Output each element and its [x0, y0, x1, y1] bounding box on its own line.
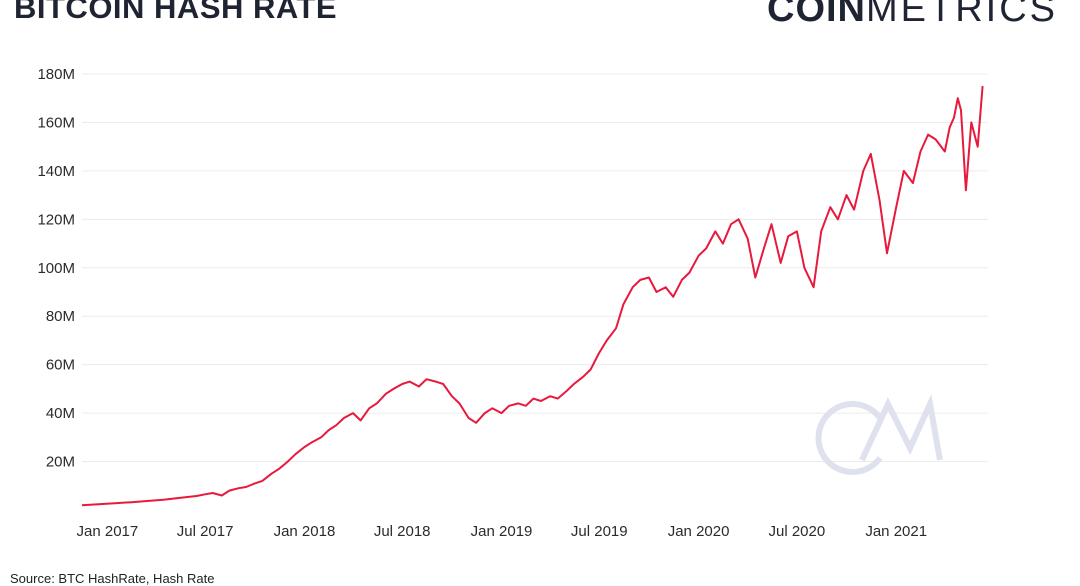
y-tick-label: 20M: [46, 454, 75, 471]
x-tick-label: Jan 2021: [865, 523, 927, 540]
x-tick-label: Jul 2020: [769, 523, 826, 540]
y-axis-labels: 20M 40M 60M 80M 100M 120M 140M 160M 180M: [37, 66, 75, 471]
x-tick-label: Jul 2018: [374, 523, 431, 540]
x-tick-label: Jan 2020: [668, 523, 730, 540]
cm-watermark-icon: [815, 393, 943, 475]
y-tick-label: 100M: [37, 260, 75, 277]
brand-logo-light: METRICS: [866, 0, 1058, 30]
y-tick-label: 140M: [37, 163, 75, 180]
x-tick-label: Jan 2018: [274, 523, 336, 540]
x-tick-label: Jan 2017: [77, 523, 139, 540]
y-tick-label: 160M: [37, 114, 75, 131]
y-tick-label: 60M: [46, 357, 75, 374]
hash-rate-line: [81, 86, 984, 507]
source-note: Source: BTC HashRate, Hash Rate: [10, 571, 215, 586]
brand-logo: COINMETRICS: [767, 0, 1058, 31]
brand-logo-bold: COIN: [767, 0, 866, 30]
y-tick-label: 80M: [46, 308, 75, 325]
x-axis-labels: Jan 2017 Jul 2017 Jan 2018 Jul 2018 Jan 2019…: [77, 523, 928, 540]
y-tick-label: 120M: [37, 211, 75, 228]
grid-lines: [82, 73, 988, 463]
y-tick-label: 180M: [37, 66, 75, 83]
x-tick-label: Jul 2017: [177, 523, 234, 540]
y-tick-label: 40M: [46, 405, 75, 422]
chart-title: BITCOIN HASH RATE: [14, 0, 338, 25]
x-tick-label: Jul 2019: [571, 523, 628, 540]
x-tick-label: Jan 2019: [471, 523, 533, 540]
